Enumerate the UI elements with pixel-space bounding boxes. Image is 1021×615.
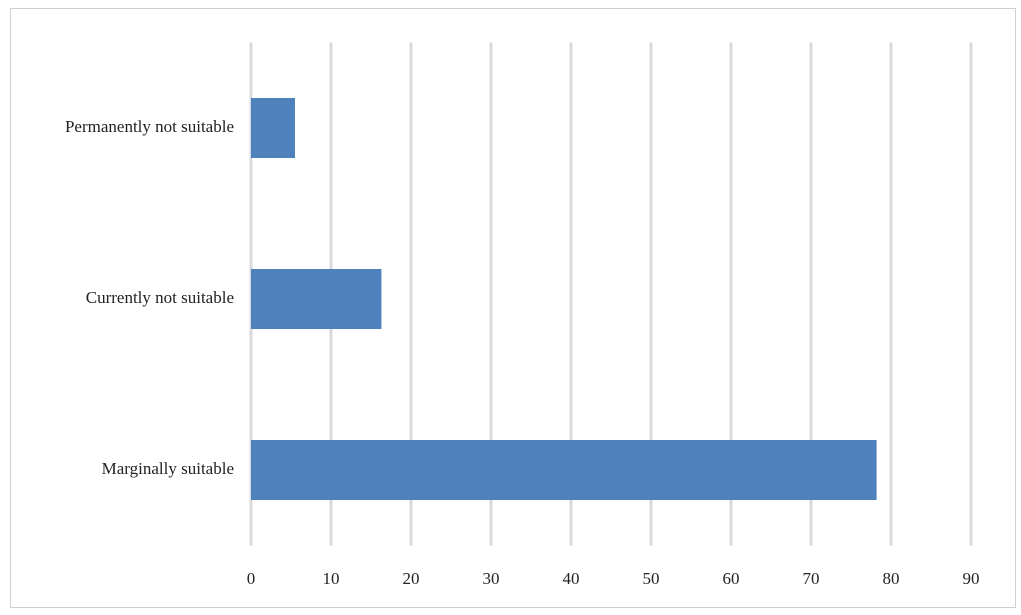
bar [251, 269, 382, 329]
chart-border [10, 8, 1016, 608]
bar [251, 440, 877, 500]
y-tick-label: Permanently not suitable [65, 117, 234, 136]
x-tick-label: 90 [963, 569, 980, 588]
x-tick-label: 0 [247, 569, 256, 588]
x-tick-label: 10 [323, 569, 340, 588]
x-tick-label: 80 [883, 569, 900, 588]
x-tick-label: 50 [643, 569, 660, 588]
x-tick-label: 20 [403, 569, 420, 588]
bar [251, 98, 295, 158]
y-tick-label: Currently not suitable [86, 288, 234, 307]
x-tick-label: 30 [483, 569, 500, 588]
x-tick-label: 60 [723, 569, 740, 588]
x-tick-label: 40 [563, 569, 580, 588]
x-tick-label: 70 [803, 569, 820, 588]
y-tick-label: Marginally suitable [102, 459, 234, 478]
